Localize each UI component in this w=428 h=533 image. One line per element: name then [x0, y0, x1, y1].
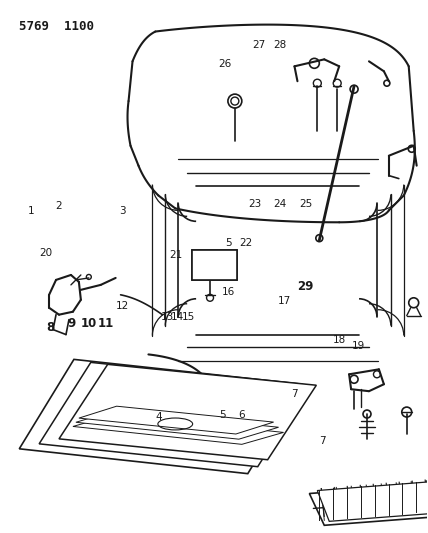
Polygon shape	[317, 475, 428, 521]
Text: 7: 7	[291, 389, 298, 399]
Text: 5: 5	[226, 238, 232, 248]
Text: 15: 15	[182, 312, 195, 322]
Polygon shape	[39, 362, 309, 467]
Text: 25: 25	[299, 199, 312, 209]
Text: 20: 20	[39, 248, 53, 259]
Polygon shape	[73, 415, 283, 445]
Text: 11: 11	[98, 317, 114, 330]
Text: 16: 16	[222, 287, 235, 297]
Polygon shape	[309, 477, 428, 526]
Text: 23: 23	[248, 199, 261, 209]
Text: 21: 21	[169, 250, 182, 260]
Text: 17: 17	[277, 296, 291, 306]
Text: 6: 6	[238, 410, 245, 420]
Text: 9: 9	[68, 317, 76, 330]
Text: 19: 19	[352, 341, 365, 351]
Bar	[192, 250, 237, 280]
Text: 12: 12	[116, 301, 129, 311]
Text: 24: 24	[273, 199, 286, 209]
Polygon shape	[19, 359, 303, 474]
Polygon shape	[76, 410, 279, 439]
Text: 28: 28	[273, 40, 286, 50]
Text: 14: 14	[171, 312, 184, 322]
Text: 22: 22	[239, 238, 253, 248]
Text: 8: 8	[46, 321, 54, 334]
Polygon shape	[59, 365, 316, 460]
Text: 5: 5	[219, 410, 226, 420]
Text: 27: 27	[252, 40, 265, 50]
Text: 7: 7	[319, 436, 326, 446]
Text: 13: 13	[160, 312, 174, 322]
Text: 26: 26	[218, 59, 231, 69]
Text: 3: 3	[119, 206, 126, 216]
Text: 1: 1	[28, 206, 35, 216]
Text: 29: 29	[297, 280, 314, 293]
Text: 10: 10	[80, 317, 97, 330]
Polygon shape	[79, 406, 273, 434]
Text: 5769  1100: 5769 1100	[19, 20, 94, 33]
Text: 2: 2	[56, 200, 62, 211]
Text: 4: 4	[155, 413, 162, 423]
Text: 18: 18	[333, 335, 346, 344]
